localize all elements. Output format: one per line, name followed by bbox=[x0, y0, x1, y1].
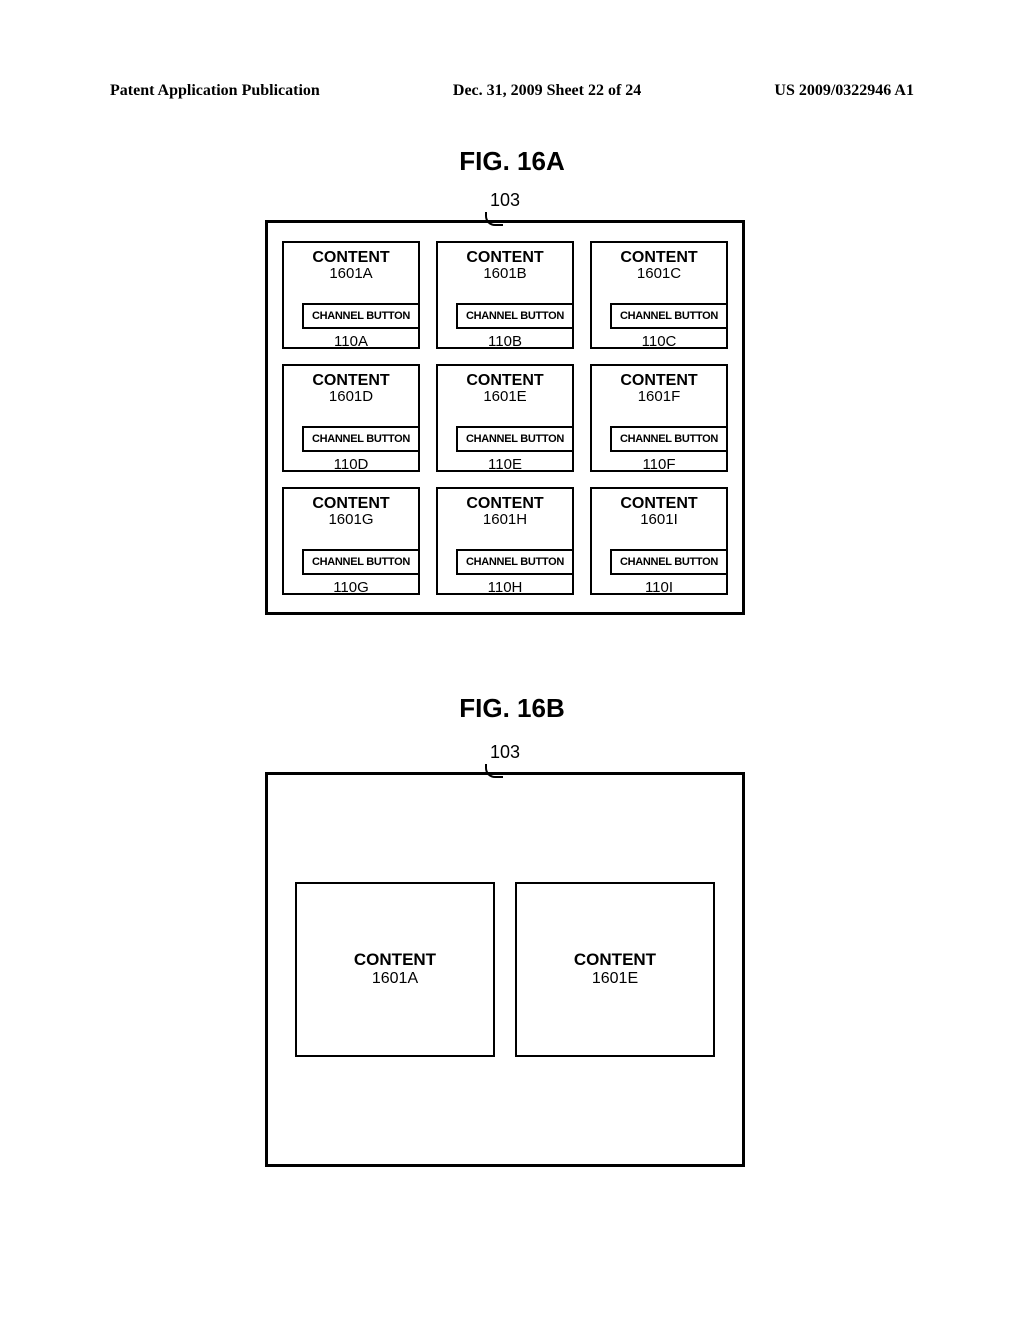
content-cell: CONTENT 1601F CHANNEL BUTTON 110F bbox=[590, 364, 728, 472]
content-cell: CONTENT 1601E CHANNEL BUTTON 110E bbox=[436, 364, 574, 472]
channel-button: CHANNEL BUTTON bbox=[456, 549, 574, 575]
figure-a-frame: CONTENT 1601A CHANNEL BUTTON 110A CONTEN… bbox=[265, 220, 745, 615]
content-id: 1601B bbox=[438, 266, 572, 283]
content-label: CONTENT bbox=[284, 243, 418, 267]
content-label: CONTENT bbox=[592, 243, 726, 267]
content-label: CONTENT bbox=[284, 489, 418, 513]
patent-page: Patent Application Publication Dec. 31, … bbox=[0, 0, 1024, 1320]
content-id: 1601H bbox=[438, 512, 572, 529]
channel-button: CHANNEL BUTTON bbox=[456, 426, 574, 452]
content-cell: CONTENT 1601B CHANNEL BUTTON 110B bbox=[436, 241, 574, 349]
content-id: 1601I bbox=[592, 512, 726, 529]
figure-b-title: FIG. 16B bbox=[0, 693, 1024, 724]
content-id: 1601G bbox=[284, 512, 418, 529]
channel-button: CHANNEL BUTTON bbox=[610, 303, 728, 329]
channel-button-id: 110G bbox=[284, 580, 418, 595]
content-label: CONTENT bbox=[354, 951, 436, 970]
figure-a-ref: 103 bbox=[490, 190, 520, 211]
content-id: 1601E bbox=[438, 389, 572, 406]
channel-button: CHANNEL BUTTON bbox=[610, 549, 728, 575]
channel-button: CHANNEL BUTTON bbox=[302, 426, 420, 452]
channel-button: CHANNEL BUTTON bbox=[302, 549, 420, 575]
content-id: 1601E bbox=[592, 970, 638, 988]
channel-button: CHANNEL BUTTON bbox=[456, 303, 574, 329]
content-cell: CONTENT 1601D CHANNEL BUTTON 110D bbox=[282, 364, 420, 472]
content-label: CONTENT bbox=[438, 489, 572, 513]
channel-button-id: 110C bbox=[592, 334, 726, 349]
channel-button-id: 110E bbox=[438, 457, 572, 472]
figure-a-title: FIG. 16A bbox=[0, 146, 1024, 177]
figure-a-row: CONTENT 1601G CHANNEL BUTTON 110G CONTEN… bbox=[282, 487, 728, 595]
content-id: 1601C bbox=[592, 266, 726, 283]
figure-a-row: CONTENT 1601A CHANNEL BUTTON 110A CONTEN… bbox=[282, 241, 728, 349]
content-label: CONTENT bbox=[592, 366, 726, 390]
content-cell: CONTENT 1601A bbox=[295, 882, 495, 1057]
page-header: Patent Application Publication Dec. 31, … bbox=[110, 82, 914, 100]
figure-b-ref: 103 bbox=[490, 742, 520, 763]
content-id: 1601F bbox=[592, 389, 726, 406]
channel-button-id: 110H bbox=[438, 580, 572, 595]
content-id: 1601A bbox=[372, 970, 418, 988]
channel-button-id: 110B bbox=[438, 334, 572, 349]
content-cell: CONTENT 1601H CHANNEL BUTTON 110H bbox=[436, 487, 574, 595]
content-label: CONTENT bbox=[438, 366, 572, 390]
figure-a-row: CONTENT 1601D CHANNEL BUTTON 110D CONTEN… bbox=[282, 364, 728, 472]
content-label: CONTENT bbox=[438, 243, 572, 267]
header-left: Patent Application Publication bbox=[110, 82, 320, 100]
content-cell: CONTENT 1601C CHANNEL BUTTON 110C bbox=[590, 241, 728, 349]
figure-b-frame: CONTENT 1601A CONTENT 1601E bbox=[265, 772, 745, 1167]
header-center: Dec. 31, 2009 Sheet 22 of 24 bbox=[453, 82, 641, 100]
header-right: US 2009/0322946 A1 bbox=[774, 82, 914, 100]
content-label: CONTENT bbox=[592, 489, 726, 513]
channel-button: CHANNEL BUTTON bbox=[302, 303, 420, 329]
content-id: 1601D bbox=[284, 389, 418, 406]
content-cell: CONTENT 1601G CHANNEL BUTTON 110G bbox=[282, 487, 420, 595]
channel-button-id: 110I bbox=[592, 580, 726, 595]
channel-button-id: 110D bbox=[284, 457, 418, 472]
channel-button-id: 110A bbox=[284, 334, 418, 349]
content-id: 1601A bbox=[284, 266, 418, 283]
content-cell: CONTENT 1601I CHANNEL BUTTON 110I bbox=[590, 487, 728, 595]
content-cell: CONTENT 1601E bbox=[515, 882, 715, 1057]
content-label: CONTENT bbox=[574, 951, 656, 970]
channel-button: CHANNEL BUTTON bbox=[610, 426, 728, 452]
content-cell: CONTENT 1601A CHANNEL BUTTON 110A bbox=[282, 241, 420, 349]
channel-button-id: 110F bbox=[592, 457, 726, 472]
content-label: CONTENT bbox=[284, 366, 418, 390]
